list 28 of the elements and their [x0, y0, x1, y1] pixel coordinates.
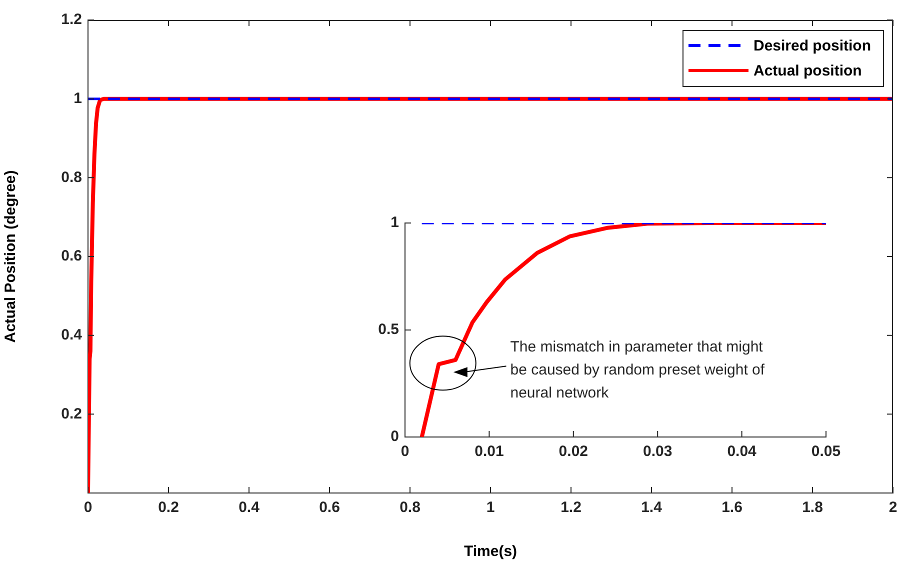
x-tick-label: 1	[486, 499, 495, 516]
x-tick-label: 0.03	[643, 443, 672, 460]
y-tick-label: 1	[390, 214, 399, 232]
y-tick-label: 0.2	[61, 405, 82, 422]
x-tick-label: 0.04	[727, 443, 758, 460]
x-tick-label: 0.2	[158, 499, 179, 516]
x-tick-label: 1.8	[802, 499, 823, 516]
x-tick-label: 0.6	[319, 499, 340, 516]
x-axis-title: Time(s)	[464, 543, 518, 560]
y-tick-label: 0.4	[61, 326, 83, 344]
x-tick-label: 1.4	[641, 499, 663, 516]
y-tick-label: 1	[74, 90, 82, 107]
y-axis-title: Actual Position (degree)	[2, 170, 20, 343]
x-tick-label: 1.2	[560, 499, 582, 516]
y-tick-label: 0.8	[61, 168, 82, 186]
y-tick-label: 1.2	[61, 11, 82, 28]
x-tick-label: 0.05	[811, 443, 841, 460]
x-tick-label: 2	[888, 499, 898, 516]
x-tick-label: 1.6	[722, 499, 742, 516]
x-tick-label: 0.4	[238, 499, 260, 516]
legend-label: Actual position	[753, 62, 862, 80]
y-tick-label: 0.5	[378, 321, 399, 338]
x-tick-label: 0.02	[558, 443, 588, 460]
legend-label: Desired position	[753, 38, 872, 55]
x-tick-label: 0.01	[474, 443, 504, 460]
annotation: The mismatch in parameter that might be caused by random preset weight of neural network	[510, 338, 766, 402]
y-tick-label: 0	[390, 428, 399, 446]
y-tick-label: 0.6	[61, 248, 82, 265]
